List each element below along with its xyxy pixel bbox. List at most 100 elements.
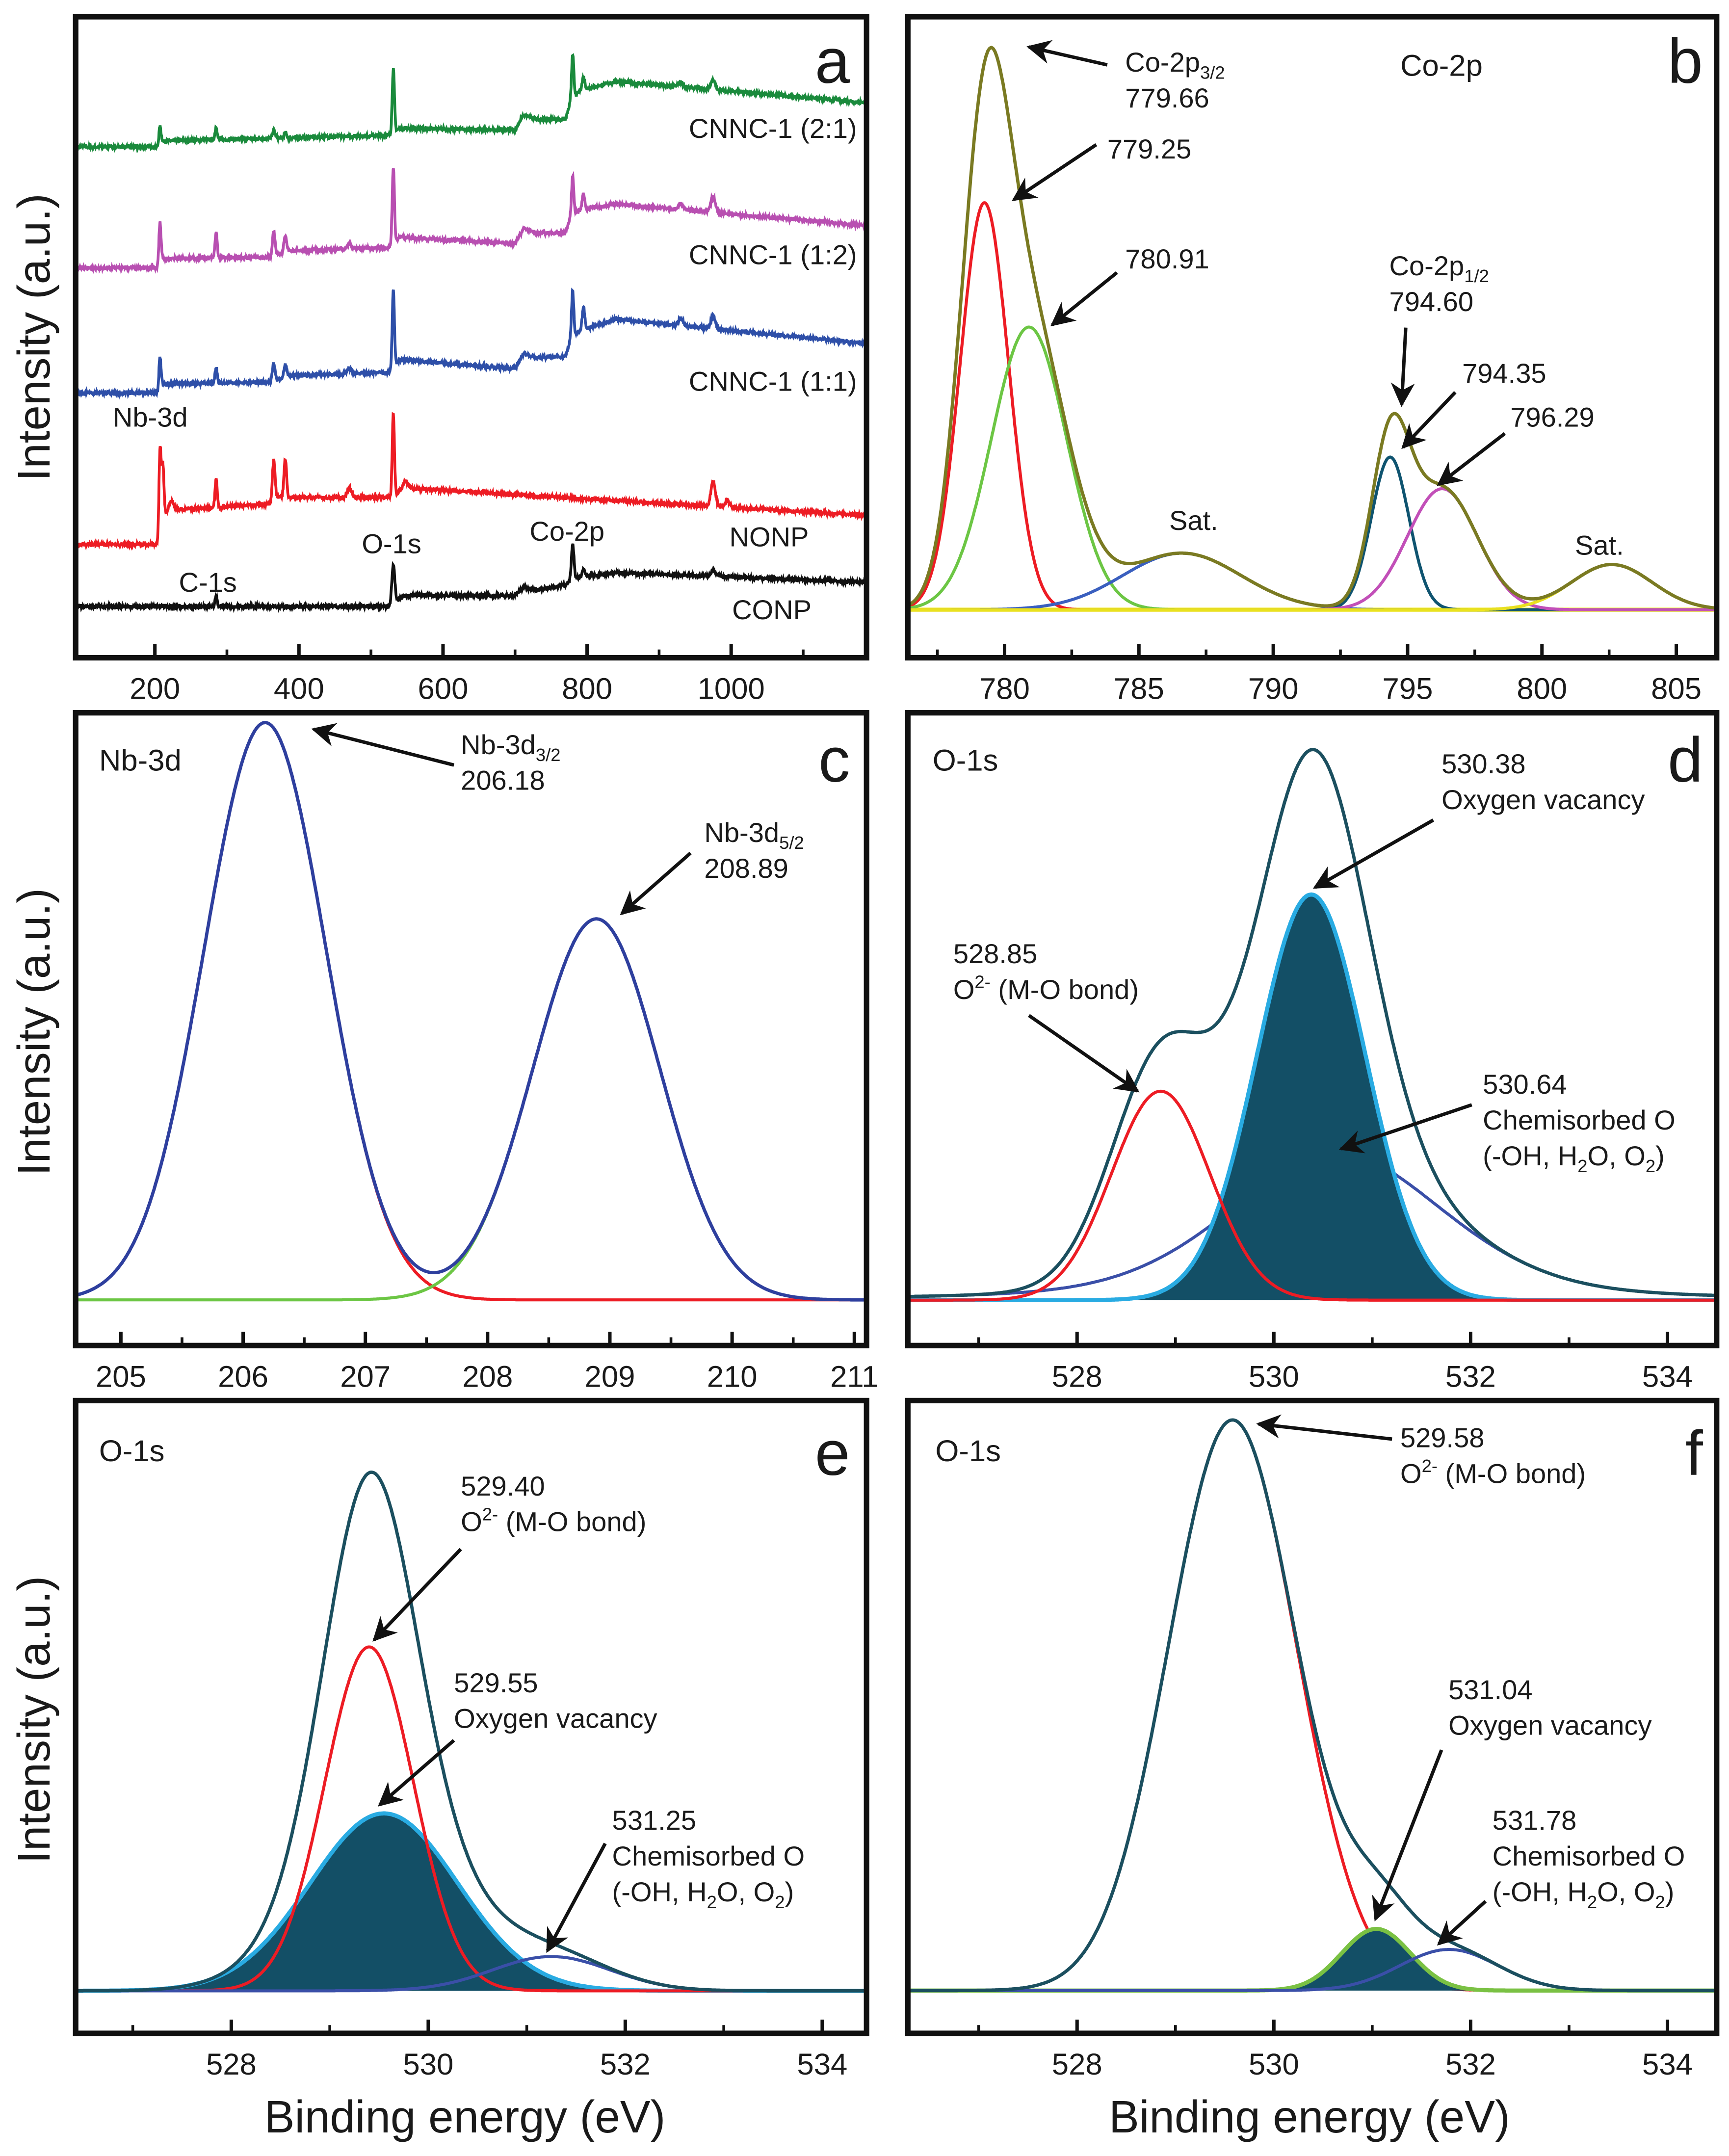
annotation-subscript: 2 [1655, 1892, 1665, 1912]
annotation: Nb-3d5/2​208.89 [620, 817, 804, 916]
plot-frame [905, 1397, 1720, 2036]
annotation-subscript: 3/2 [536, 745, 561, 765]
annotation-line: NONP [729, 521, 809, 552]
x-tick-label: 600 [418, 672, 469, 706]
annotation-text: 796.29 [1510, 402, 1594, 433]
annotation-text: (-OH, H [1493, 1876, 1587, 1907]
plot-area [76, 721, 867, 1302]
x-tick-label: 800 [562, 672, 612, 706]
annotation-line: 531.25 [612, 1805, 696, 1836]
envelope-line [908, 748, 1717, 1298]
annotation: 779.25 [1012, 133, 1191, 201]
panel-letter: c [818, 725, 850, 795]
annotation-text: C-1s [179, 567, 236, 598]
annotation: Nb-3d3/2​206.18 [311, 723, 561, 796]
annotation: CNNC-1 (1:2) [689, 239, 857, 270]
annotation-line: (-OH, H2​O, O2​) [1483, 1140, 1665, 1176]
component-fill-1 [908, 894, 1717, 1300]
plot-frame [905, 14, 1720, 661]
annotation-text: Nb-3d [113, 402, 188, 433]
annotation-line: Nb-3d [113, 402, 188, 433]
component-peak-2 [908, 1089, 1717, 1302]
annotation-line: 529.40 [461, 1471, 545, 1501]
component-fill-0 [76, 1813, 867, 1991]
panel-letter: f [1685, 1418, 1703, 1489]
annotation-text: Sat. [1169, 505, 1218, 536]
annotation-line: Sat. [1575, 529, 1624, 560]
arrow-icon [620, 851, 692, 916]
annotation-text: Co-2p [1389, 250, 1465, 281]
x-tick-label: 208 [462, 1360, 513, 1394]
annotation-text: O [1400, 1458, 1422, 1489]
arrow-icon [1437, 1900, 1487, 1946]
envelope-line [76, 721, 867, 1302]
annotation-line: Co-2p3/2​ [1125, 47, 1225, 82]
y-axis-label-row3: Intensity (a.u.) [8, 1576, 59, 1864]
annotation-line: 779.25 [1107, 133, 1191, 164]
annotation-text: 531.25 [612, 1805, 696, 1836]
arrow-icon [1026, 40, 1108, 67]
annotation-line: (-OH, H2​O, O2​) [612, 1876, 794, 1912]
panel-letter: a [815, 26, 850, 97]
annotation: 529.55 Oxygen vacancy [378, 1667, 657, 1807]
envelope-line [908, 46, 1717, 610]
annotation-text: O [953, 974, 975, 1005]
panel-letter: d [1668, 725, 1703, 795]
annotation-text: (-OH, H [612, 1876, 707, 1907]
annotation: Co-2p1/2​794.60 [1389, 250, 1489, 407]
annotation-line: 779.66 [1125, 82, 1209, 113]
annotation-line: 530.64 [1483, 1069, 1567, 1100]
arrow-icon [1401, 391, 1457, 449]
annotation-text: 529.40 [461, 1471, 545, 1501]
annotation-line: 528.85 [953, 938, 1037, 969]
plot-frame [905, 710, 1720, 1348]
y-axis-label-row2: Intensity (a.u.) [8, 888, 59, 1176]
annotation: 794.35 [1401, 358, 1546, 449]
annotation-text: O, O [1597, 1876, 1655, 1907]
annotation-text: (M-O bond) [991, 974, 1139, 1005]
annotation-text: Nb-3d [461, 729, 536, 760]
plot-frame [73, 1397, 869, 2036]
annotation: C-1s [179, 567, 236, 598]
annotation: 531.25 Chemisorbed O (-OH, H2​O, O2​) [546, 1805, 805, 1953]
annotation-text: (M-O bond) [1438, 1458, 1586, 1489]
panel-a: 200 400 600 800 1000 a CNNC-1 (2:1) CNNC-1 (1:2… [73, 14, 869, 706]
x-tick-label: 207 [340, 1360, 391, 1394]
annotation: Co-2p3/2​779.66 [1026, 40, 1225, 113]
annotation-text: O, O [717, 1876, 775, 1907]
x-tick-label: 400 [274, 672, 324, 706]
annotation: O-1s [362, 528, 421, 559]
annotation-text: 779.25 [1107, 133, 1191, 164]
annotation: 780.91 [1050, 243, 1209, 327]
annotation-text: 530.64 [1483, 1069, 1567, 1100]
annotation-line: 530.38 [1441, 748, 1525, 779]
x-tick-label: 528 [1052, 2048, 1102, 2081]
annotation-text: CNNC-1 (2:1) [689, 113, 857, 144]
annotation: 531.04 Oxygen vacancy [1372, 1674, 1652, 1921]
series-line-2 [76, 288, 867, 400]
panel-title: Nb-3d [99, 743, 182, 777]
annotation-text: 794.60 [1389, 286, 1473, 317]
annotation: NONP [729, 521, 809, 552]
annotation-line: CNNC-1 (1:2) [689, 239, 857, 270]
plot-area [76, 53, 867, 613]
annotation-line: O-1s [362, 528, 421, 559]
annotation-text: 528.85 [953, 938, 1037, 969]
annotation-line: 206.18 [461, 765, 545, 796]
annotation-line: Nb-3d5/2​ [704, 817, 804, 853]
x-tick-label: 1000 [698, 672, 765, 706]
arrow-icon [1312, 818, 1434, 889]
annotation: Nb-3d [113, 402, 188, 433]
panel-title: O-1s [933, 743, 998, 777]
annotation: 796.29 [1437, 402, 1595, 486]
annotation: 531.78 Chemisorbed O (-OH, H2​O, O2​) [1437, 1805, 1685, 1946]
annotation-text: O, O [1588, 1140, 1646, 1171]
series-line-0 [76, 53, 867, 154]
annotation-text: 794.35 [1462, 358, 1546, 389]
component-peak-1 [908, 1927, 1717, 1993]
panel-b: 780785790795800805bCo-2pCo-2p3/2​779.667… [905, 14, 1720, 706]
annotation-text: 530.38 [1441, 748, 1525, 779]
